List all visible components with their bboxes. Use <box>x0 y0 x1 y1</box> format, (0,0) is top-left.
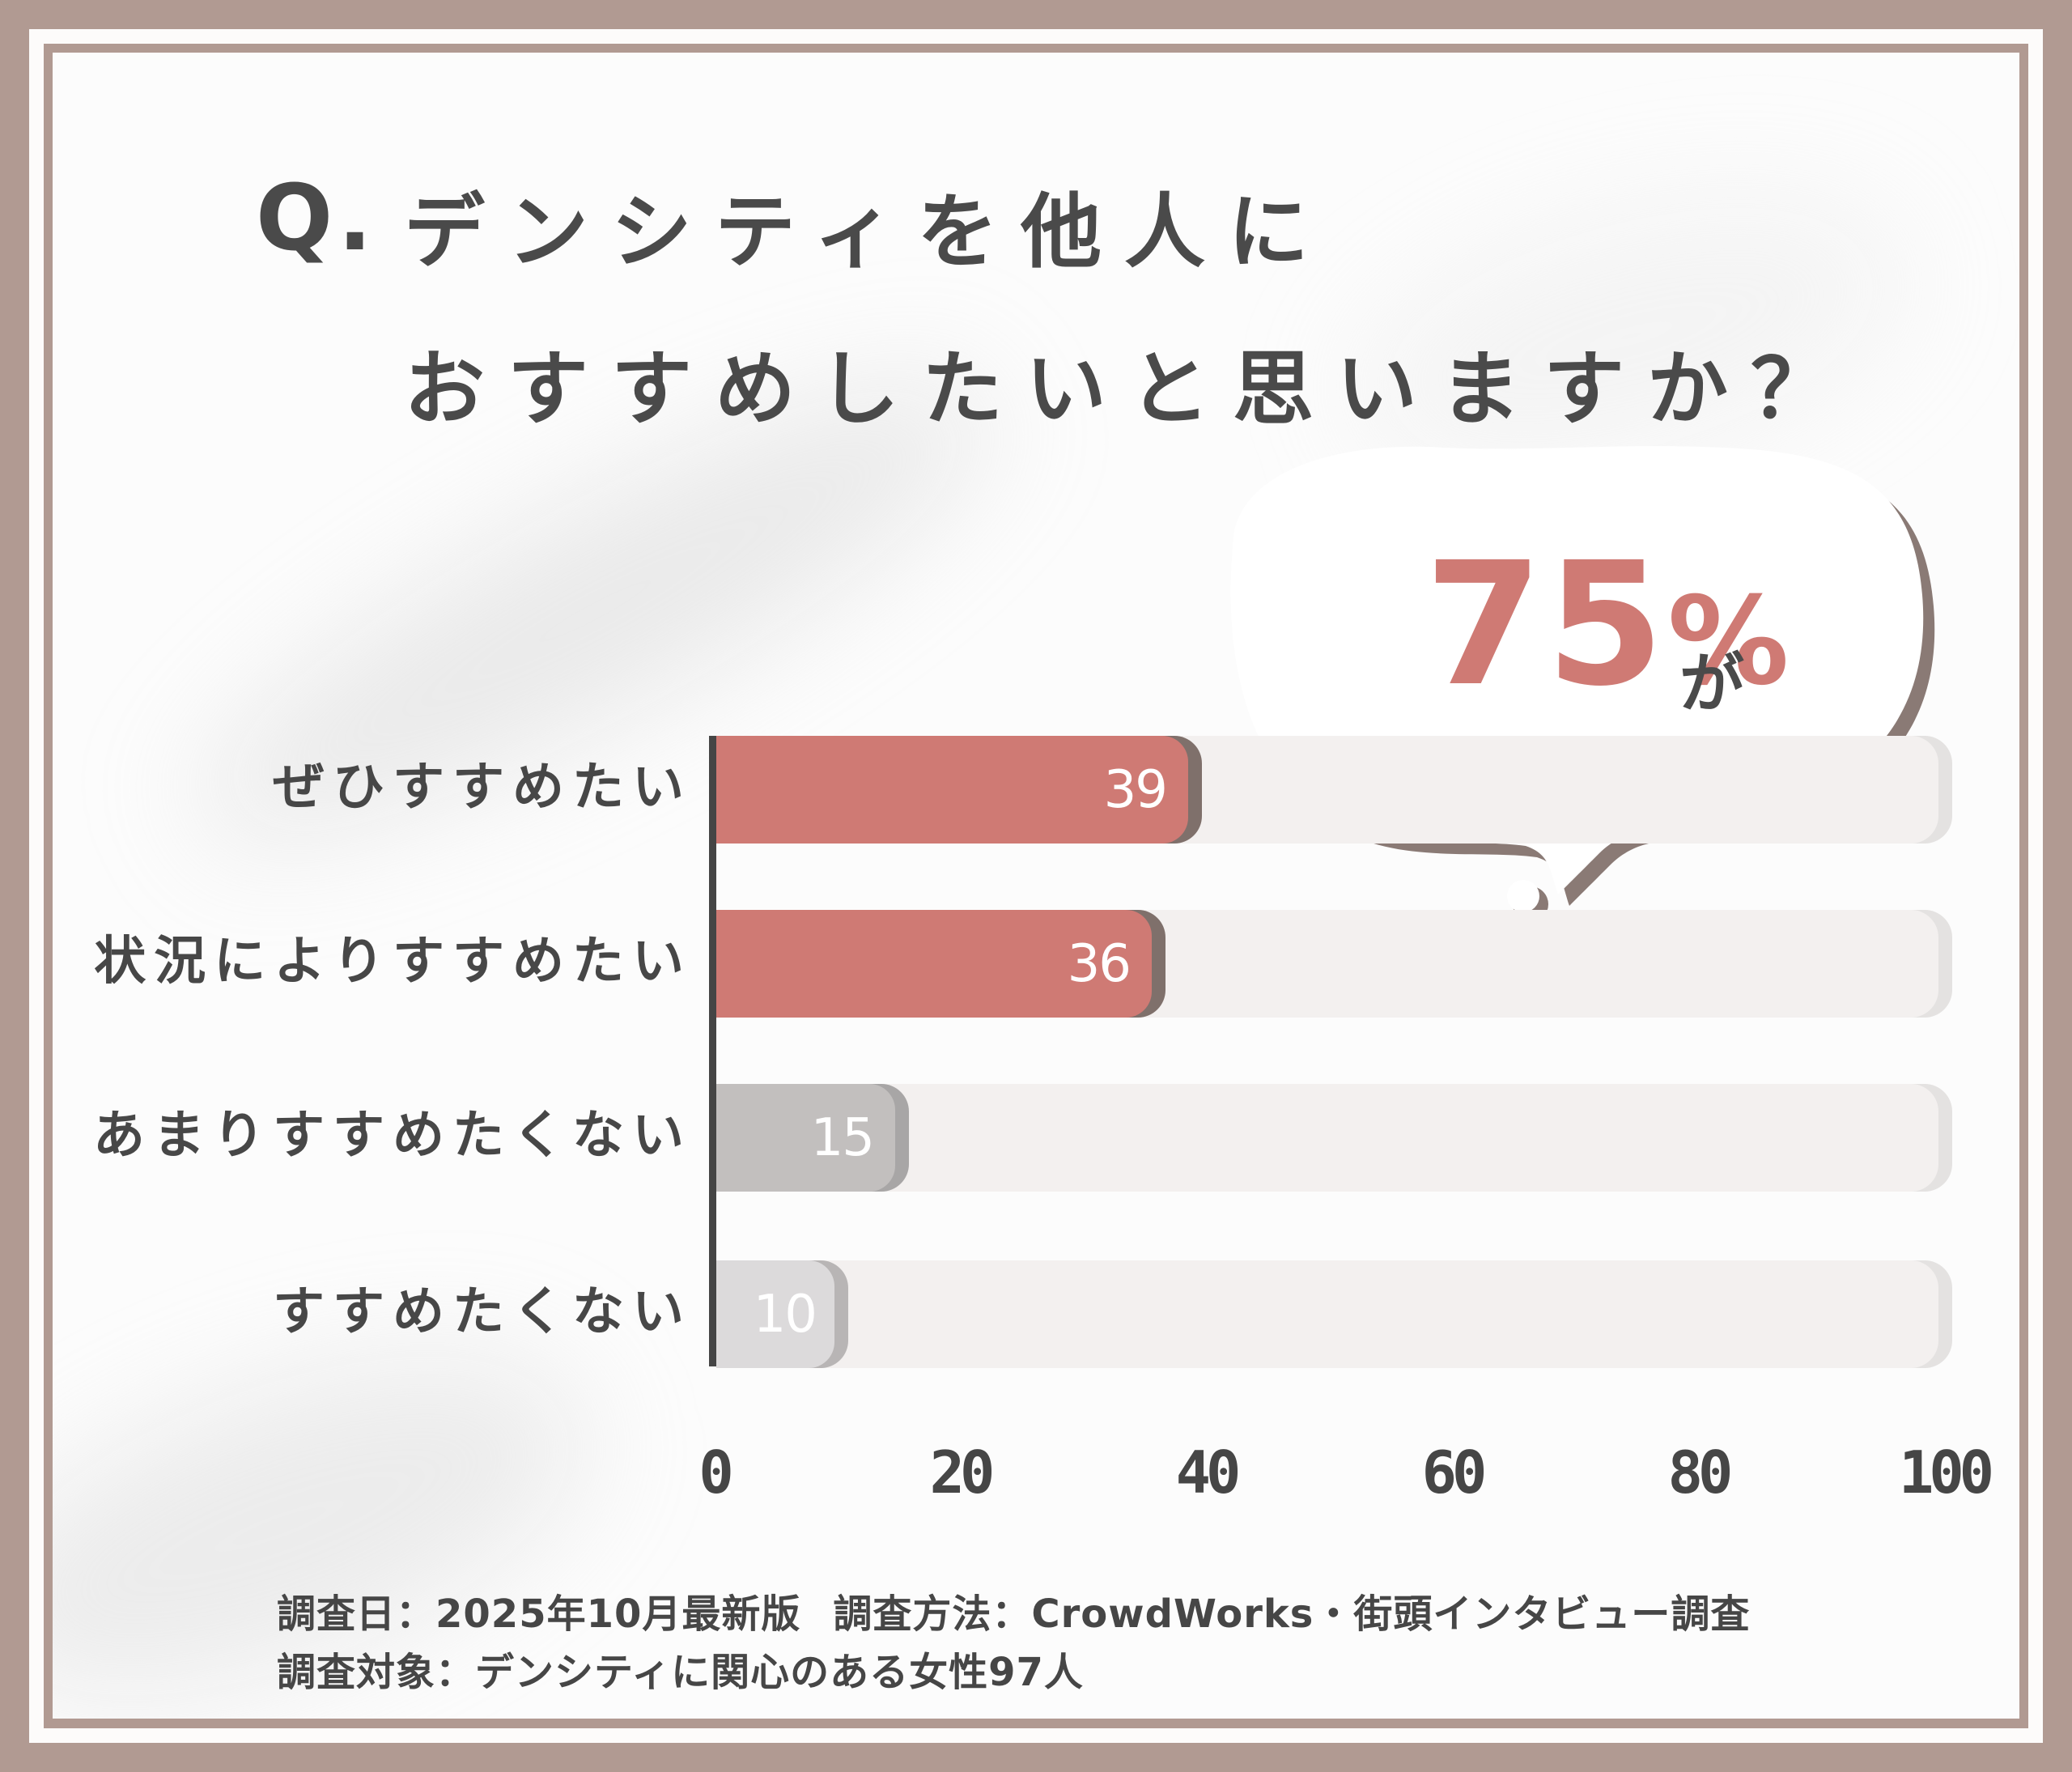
survey-date: 調査日：2025年10月最新版 <box>277 1591 801 1637</box>
chart-panel: Q. デンシティを他人に おすすめしたいと思いますか？ 75% が おすすめ意向… <box>53 53 2019 1719</box>
bar-value-label: 15 <box>810 1107 875 1168</box>
question-title-line2: おすすめしたいと思いますか？ <box>404 342 1854 436</box>
bar-not-really-recommend[interactable]: 15 <box>716 1084 909 1192</box>
survey-method: 調査方法：CrowdWorks・街頭インタビュー調査 <box>833 1591 1751 1637</box>
bar-not-recommend[interactable]: 10 <box>716 1260 848 1368</box>
callout-number: 75 <box>1424 525 1668 724</box>
bar-value-label: 10 <box>753 1284 817 1345</box>
category-label: ぜひすすめたい <box>273 758 692 818</box>
category-label: すすめたくない <box>273 1282 692 1342</box>
question-prefix: Q. <box>256 166 377 271</box>
bar-track <box>716 1084 1952 1192</box>
x-tick-label: 100 <box>1898 1438 1994 1506</box>
callout-unit: % <box>1667 572 1793 712</box>
x-tick-label: 20 <box>929 1438 996 1506</box>
x-tick-label: 80 <box>1667 1438 1734 1506</box>
bar-value-label: 39 <box>1103 759 1168 820</box>
category-label: あまりすすめたくない <box>93 1106 692 1166</box>
bar-track <box>716 1260 1952 1368</box>
survey-info-line1: 調査日：2025年10月最新版 調査方法：CrowdWorks・街頭インタビュー調… <box>277 1595 1750 1634</box>
callout-particle: が <box>1679 646 1744 721</box>
bar-definitely-recommend[interactable]: 39 <box>716 736 1202 844</box>
category-label: 状況によりすすめたい <box>94 932 692 992</box>
question-title-line1: デンシティを他人に <box>404 185 1331 279</box>
x-tick-label: 60 <box>1421 1438 1488 1506</box>
x-tick-label: 0 <box>698 1438 733 1506</box>
survey-target: 調査対象：デンシティに関心のある女性97人 <box>277 1650 1084 1695</box>
y-axis-line <box>709 736 716 1366</box>
x-tick-label: 40 <box>1175 1438 1242 1506</box>
callout-percentage: 75% <box>1424 540 1793 710</box>
bar-value-label: 36 <box>1067 933 1132 994</box>
bar-recommend-depending[interactable]: 36 <box>716 910 1166 1018</box>
